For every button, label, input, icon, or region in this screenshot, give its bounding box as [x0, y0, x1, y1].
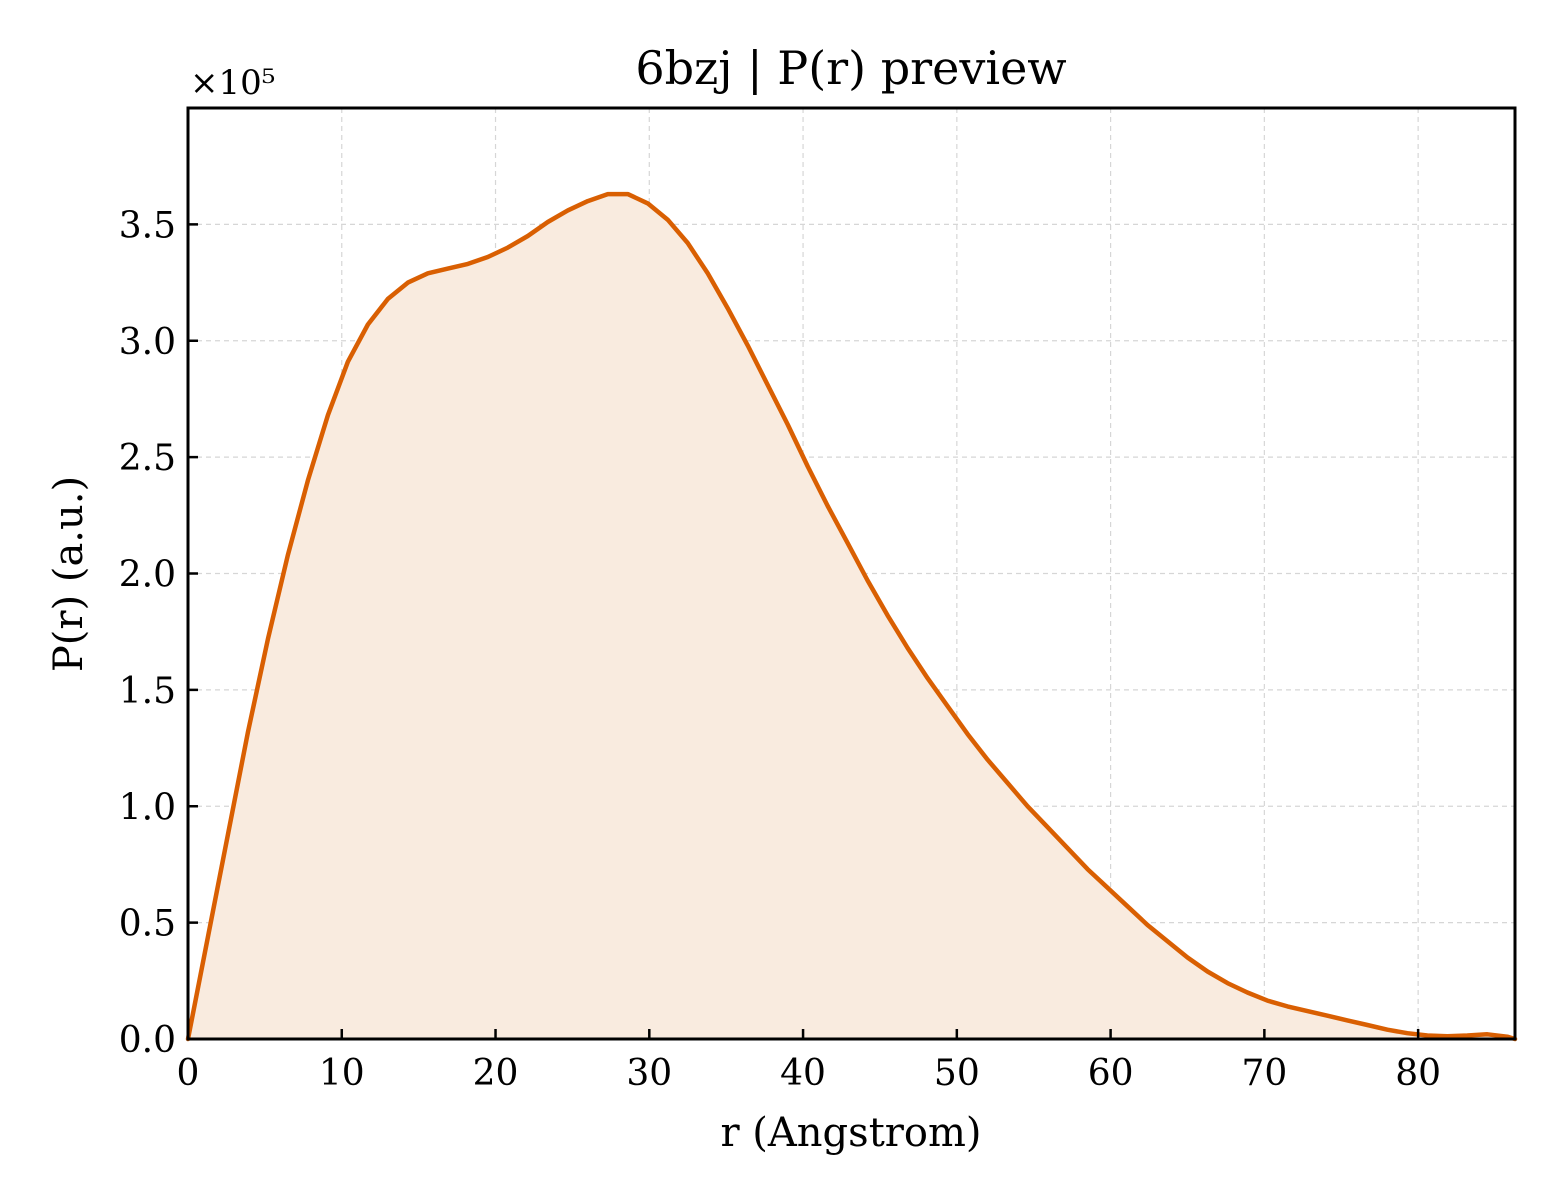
x-tick-label: 20 [473, 1053, 519, 1094]
y-axis-label: P(r) (a.u.) [46, 476, 92, 672]
x-axis-label: r (Angstrom) [720, 1110, 981, 1156]
y-tick-label: 1.5 [119, 671, 176, 712]
y-scale-label: ×10⁵ [190, 63, 275, 103]
x-tick-label: 70 [1241, 1053, 1287, 1094]
y-tick-label: 1.0 [119, 787, 176, 828]
y-tick-labels: 0.0 0.5 1.0 1.5 2.0 2.5 3.0 3.5 [119, 205, 176, 1061]
y-tick-label: 2.0 [119, 555, 176, 596]
x-tick-labels: 0 10 20 30 40 50 60 70 80 [177, 1053, 1441, 1094]
ticks [186, 223, 1420, 1041]
y-tick-label: 3.5 [119, 205, 176, 246]
chart-title: 6bzj | P(r) preview [635, 41, 1066, 95]
y-tick-label: 3.0 [119, 322, 176, 363]
x-tick-label: 40 [780, 1053, 826, 1094]
pr-series-line [185, 191, 1518, 1042]
y-tick-label: 2.5 [119, 438, 176, 479]
x-tick-label: 50 [934, 1053, 980, 1094]
x-tick-label: 80 [1395, 1053, 1441, 1094]
x-tick-label: 60 [1088, 1053, 1134, 1094]
y-tick-label: 0.5 [119, 904, 176, 945]
y-tick-label: 0.0 [119, 1020, 176, 1061]
x-tick-label: 0 [177, 1053, 200, 1094]
plot-frame [186, 106, 1517, 1041]
pr-area-fill [188, 194, 1515, 1040]
x-tick-label: 30 [626, 1053, 672, 1094]
x-tick-label: 10 [319, 1053, 365, 1094]
